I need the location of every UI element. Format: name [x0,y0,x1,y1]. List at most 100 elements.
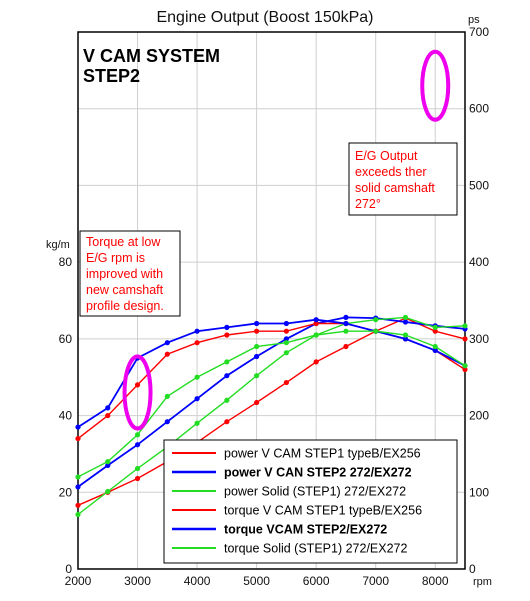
data-point [283,340,289,346]
left-tick-label: 0 [65,562,72,576]
torque-note-text: Torque at low [86,235,161,249]
data-point [254,373,260,379]
left-tick-label: 40 [59,409,73,423]
series-layer [75,314,468,518]
series-line-2 [77,316,466,516]
data-point [432,328,438,334]
output-note-text: E/G Output [355,149,418,163]
data-point [402,332,409,338]
data-point [254,353,260,360]
data-point [194,374,200,380]
data-point [105,459,111,465]
data-point [254,343,260,350]
annotations: Torque at low E/G rpm is improved with new … [79,49,458,431]
torque-note-text: profile design. [86,299,164,313]
data-point [105,405,111,411]
data-point [373,317,379,323]
data-point [402,336,409,342]
torque-note-text: E/G rpm is [86,251,145,265]
highlight-ellipse-low-rpm [122,354,153,431]
data-point [224,324,230,330]
right-tick-label: 400 [469,255,489,269]
legend-box [163,439,458,564]
legend-label: power V CAN STEP2 272/EX272 [224,466,412,480]
data-point [343,314,349,320]
legend-label: torque VCAM STEP2/EX272 [224,523,387,537]
data-point [134,465,141,472]
data-point [254,399,260,406]
system-label-line1: V CAM SYSTEM [83,46,220,66]
x-tick-label: 7000 [362,574,389,588]
data-point [402,319,409,325]
data-point [313,332,319,338]
data-point [134,382,141,388]
data-point [134,432,141,438]
data-point [283,320,289,327]
right-tick-label: 600 [469,102,489,116]
right-tick-label: 0 [469,562,476,576]
data-point [283,379,289,386]
data-point [432,343,438,350]
left-axis-unit: kg/m [46,239,70,251]
data-point [254,328,260,334]
data-point [75,511,81,518]
data-point [194,340,200,346]
data-point [194,420,200,426]
legend-label: power Solid (STEP1) 272/EX272 [224,485,406,499]
highlight-ellipse-high-rpm [420,49,451,122]
data-point [462,336,468,342]
legend: power V CAM STEP1 typeB/EX256 power V CAN… [163,439,458,564]
data-point [373,328,379,334]
data-point [283,350,289,356]
plot-frame [77,31,466,570]
output-note-text: 272° [355,197,381,211]
series-line-1 [77,316,466,488]
data-point [134,442,141,448]
right-axis-unit: ps [468,14,480,26]
x-tick-label: 2000 [65,574,92,588]
data-point [402,314,409,320]
data-point [105,488,111,495]
data-point [224,332,230,338]
x-tick-label: 5000 [243,574,270,588]
data-point [164,351,170,357]
chart-title: Engine Output (Boost 150kPa) [156,9,373,26]
right-tick-label: 200 [469,409,489,423]
data-point [432,324,438,330]
data-point [164,340,170,346]
left-tick-label: 20 [59,485,73,499]
x-tick-label: 6000 [303,574,330,588]
data-point [283,336,289,342]
data-point [313,320,319,327]
data-point [283,328,289,334]
right-tick-label: 700 [469,25,489,39]
left-tick-label: 60 [59,332,73,346]
data-point [343,343,349,350]
data-point [224,359,230,365]
data-point [462,366,468,373]
x-tick-label: 3000 [124,574,151,588]
data-point [313,359,319,365]
data-point [164,393,170,399]
data-point [194,328,200,334]
x-axis-unit: rpm [473,576,492,588]
data-point [224,397,230,403]
x-tick-label: 8000 [422,574,449,588]
x-tick-label: 4000 [184,574,211,588]
data-point [105,412,111,419]
data-point [462,363,468,369]
data-point [164,419,170,425]
data-point [75,474,81,480]
data-point [224,373,230,379]
data-point [254,320,260,327]
data-point [105,462,111,469]
left-tick-label: 80 [59,255,73,269]
series-line-0 [77,317,466,506]
right-tick-label: 300 [469,332,489,346]
data-point [134,475,141,482]
data-point [75,424,81,430]
torque-note-box [79,230,181,317]
right-tick-label: 500 [469,178,489,192]
legend-label: torque V CAM STEP1 typeB/EX256 [224,504,422,518]
